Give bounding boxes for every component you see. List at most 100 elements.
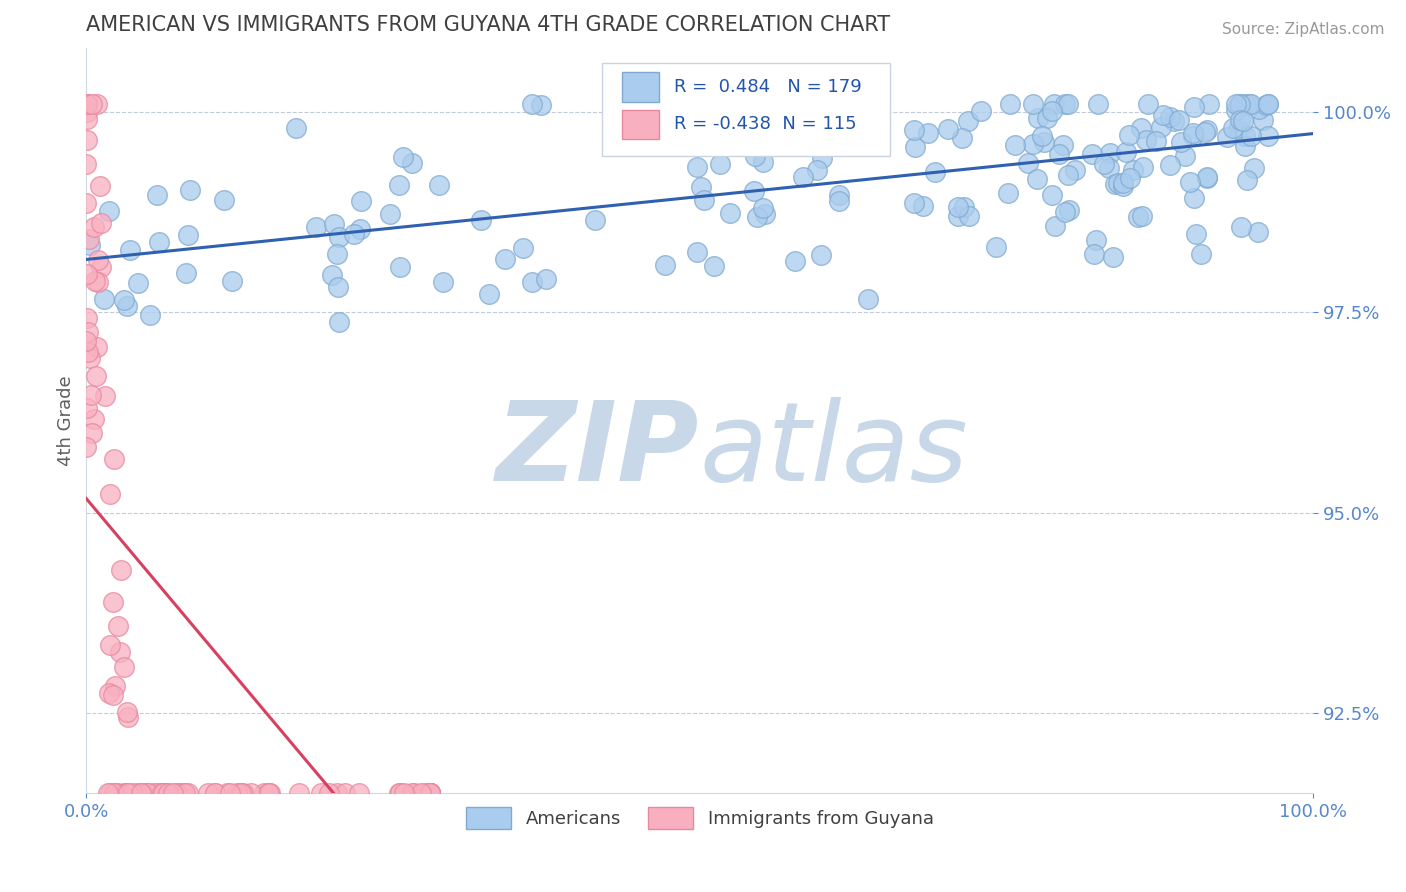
Point xyxy=(419,786,441,800)
Point xyxy=(86,369,108,384)
Text: AMERICAN VS IMMIGRANTS FROM GUYANA 4TH GRADE CORRELATION CHART: AMERICAN VS IMMIGRANTS FROM GUYANA 4TH G… xyxy=(86,15,890,35)
Text: ZIP: ZIP xyxy=(496,397,700,504)
Point xyxy=(108,645,131,659)
Point xyxy=(1229,112,1251,127)
Point xyxy=(76,311,98,326)
Point xyxy=(1197,171,1219,186)
Point xyxy=(1159,111,1181,125)
Point xyxy=(1004,137,1026,152)
Point xyxy=(1057,202,1080,217)
Point xyxy=(80,426,103,441)
Point xyxy=(1180,175,1202,189)
Point xyxy=(1195,170,1218,185)
Point xyxy=(984,239,1007,253)
Point xyxy=(1150,120,1173,134)
Point xyxy=(1225,103,1247,118)
Point xyxy=(98,204,121,219)
Point xyxy=(76,96,98,111)
Point xyxy=(686,160,709,174)
Point xyxy=(165,786,187,800)
Point xyxy=(103,786,125,800)
Point xyxy=(1098,145,1121,160)
Point xyxy=(136,786,159,800)
Point xyxy=(89,179,111,194)
Point xyxy=(84,274,107,288)
Point xyxy=(100,487,122,501)
Point xyxy=(152,786,174,800)
Point xyxy=(107,786,129,800)
Point xyxy=(1036,111,1059,125)
Point xyxy=(419,786,441,800)
Point xyxy=(391,150,413,164)
Point xyxy=(904,140,927,154)
Point xyxy=(1163,113,1185,128)
Point xyxy=(811,151,834,165)
Point xyxy=(1198,96,1220,111)
Point xyxy=(80,388,103,402)
Point xyxy=(155,786,177,800)
Text: R = -0.438  N = 115: R = -0.438 N = 115 xyxy=(673,115,856,134)
Point xyxy=(903,196,925,211)
Point xyxy=(97,786,120,800)
Point xyxy=(1102,250,1125,264)
Point xyxy=(401,156,423,170)
Point xyxy=(1237,96,1260,111)
Point xyxy=(1185,227,1208,241)
Point xyxy=(1021,96,1043,111)
Point xyxy=(744,184,766,198)
Point xyxy=(827,187,849,202)
Point xyxy=(1054,205,1077,219)
Point xyxy=(77,344,100,359)
Point xyxy=(378,207,401,221)
Point xyxy=(1246,225,1268,239)
Point xyxy=(1170,135,1192,149)
Point xyxy=(1189,247,1212,261)
Point xyxy=(120,243,142,257)
Point xyxy=(522,275,544,289)
Point xyxy=(806,163,828,178)
Point xyxy=(770,96,793,111)
Point xyxy=(529,98,551,112)
Point xyxy=(212,193,235,207)
Point xyxy=(744,106,766,120)
Point xyxy=(478,287,501,301)
Point xyxy=(101,689,124,703)
Point xyxy=(783,253,806,268)
Point xyxy=(1240,129,1263,144)
Point xyxy=(129,786,152,800)
Point xyxy=(1232,113,1254,128)
Point xyxy=(90,216,112,230)
Point xyxy=(752,155,775,169)
Point xyxy=(326,786,349,800)
Point xyxy=(745,210,768,224)
Point xyxy=(1159,158,1181,172)
Point xyxy=(1130,120,1153,135)
Point xyxy=(810,248,832,262)
Point xyxy=(769,96,792,111)
Point xyxy=(83,412,105,426)
Point xyxy=(389,260,412,274)
Point xyxy=(1119,170,1142,185)
Point xyxy=(76,112,98,127)
Point xyxy=(1130,209,1153,223)
Point xyxy=(654,258,676,272)
Point xyxy=(75,334,97,348)
Point xyxy=(1229,96,1251,111)
Point xyxy=(1040,104,1063,119)
Point xyxy=(75,157,97,171)
Point xyxy=(1085,233,1108,247)
Point xyxy=(419,786,441,800)
Point xyxy=(1052,137,1074,152)
Point xyxy=(229,786,252,800)
Point xyxy=(150,786,173,800)
Point xyxy=(318,786,340,800)
Point xyxy=(87,275,110,289)
Point xyxy=(419,786,441,800)
Point xyxy=(148,786,170,800)
Point xyxy=(752,201,775,215)
Point xyxy=(401,786,423,800)
Point xyxy=(1112,178,1135,193)
Point xyxy=(177,786,200,800)
Point xyxy=(142,786,165,800)
Point xyxy=(856,111,879,125)
